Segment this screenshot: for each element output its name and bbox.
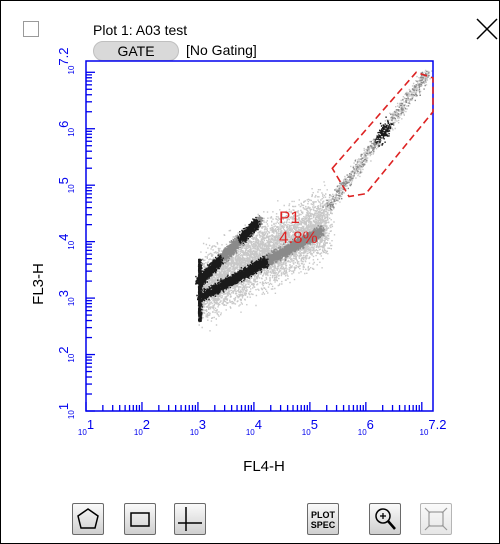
y-tick-label: 103 [56, 290, 76, 306]
point-cloud-dense [195, 116, 394, 322]
y-tick-label: 102 [56, 346, 76, 362]
gate-button[interactable]: GATE [93, 41, 179, 61]
data-points [195, 69, 433, 332]
plot-spec-label: PLOT SPEC [310, 510, 336, 530]
polygon-gate-button[interactable] [72, 503, 104, 535]
gate-percent-label: 4.8% [279, 228, 318, 247]
x-tick-label: 106 [358, 417, 374, 437]
x-tick-label: 107.2 [420, 417, 447, 437]
x-tick-label: 102 [134, 417, 150, 437]
axes [85, 60, 434, 412]
gate-polygon [331, 71, 434, 198]
y-tick-label: 105 [56, 177, 76, 193]
scatter-plot[interactable]: 101 102 103 104 105 106 107.2 101 102 103 104 105 10… [1, 1, 500, 501]
tick-labels: 101 102 103 104 105 106 107.2 101 102 103 104 105 10… [56, 48, 446, 437]
x-axis-label: FL4-H [243, 458, 285, 475]
fit-icon [424, 507, 448, 531]
rectangle-icon [130, 512, 150, 527]
x-tick-label: 105 [302, 417, 318, 437]
y-axis-label: FL3-H [30, 263, 47, 305]
x-tick-label: 103 [190, 417, 206, 437]
close-icon[interactable] [473, 15, 500, 43]
point-cloud-medium [197, 70, 430, 323]
quadrant-gate-button[interactable] [174, 503, 206, 535]
zoom-in-icon [375, 508, 396, 530]
quadrant-icon [178, 507, 202, 531]
select-plot-checkbox[interactable] [23, 21, 39, 37]
gating-status: [No Gating] [186, 42, 257, 58]
y-tick-label: 101 [56, 403, 76, 419]
zoom-button[interactable] [369, 503, 401, 535]
x-tick-label: 101 [78, 417, 94, 437]
x-tick-label: 104 [246, 417, 262, 437]
plot-title: Plot 1: A03 test [93, 22, 188, 38]
y-tick-label: 104 [56, 234, 76, 250]
rectangle-gate-button[interactable] [124, 503, 156, 535]
polygon-icon [77, 508, 99, 529]
fit-view-button[interactable] [420, 503, 452, 535]
plot-spec-button[interactable]: PLOT SPEC [307, 503, 339, 535]
y-tick-label: 107.2 [56, 48, 76, 75]
y-tick-label: 106 [56, 121, 76, 137]
plot-frame [85, 60, 434, 412]
gate-region[interactable] [331, 71, 434, 198]
gate-name-label: P1 [279, 208, 300, 227]
